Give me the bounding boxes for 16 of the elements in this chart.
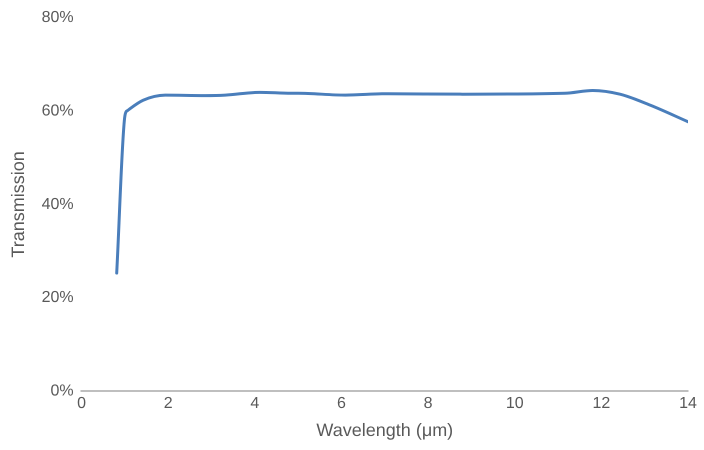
x-tick-label: 4	[250, 395, 260, 412]
x-tick-label: 6	[337, 395, 346, 412]
x-tick-label: 12	[592, 395, 610, 412]
y-tick-label: 40%	[42, 196, 74, 213]
x-tick-label: 14	[679, 395, 697, 412]
y-tick-label: 80%	[42, 9, 74, 26]
y-tick-label: 20%	[42, 289, 74, 306]
line-series	[115, 88, 688, 275]
x-tick-label: 2	[164, 395, 173, 412]
x-tick-label: 10	[506, 395, 524, 412]
x-axis-title: Wavelength (μm)	[316, 420, 454, 440]
y-axis-title: Transmission	[8, 151, 28, 258]
y-tick-label: 60%	[42, 102, 74, 120]
y-tick-label: 0%	[50, 382, 74, 400]
x-tick-label: 8	[424, 395, 433, 412]
x-tick-label: 0	[77, 395, 86, 412]
